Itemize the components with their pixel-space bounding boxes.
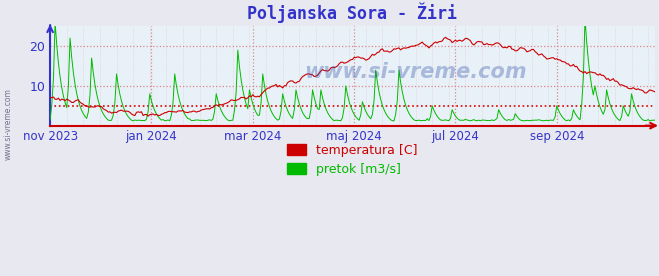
Text: www.si-vreme.com: www.si-vreme.com [3,88,13,160]
Legend: temperatura [C], pretok [m3/s]: temperatura [C], pretok [m3/s] [282,139,422,181]
Text: www.si-vreme.com: www.si-vreme.com [304,62,527,82]
Title: Poljanska Sora - Žiri: Poljanska Sora - Žiri [247,3,457,23]
